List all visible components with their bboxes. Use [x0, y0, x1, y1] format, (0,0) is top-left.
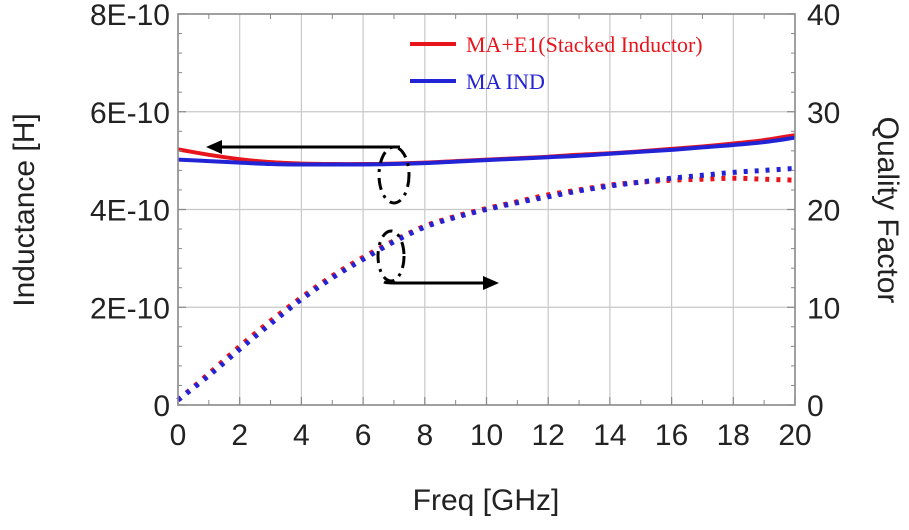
right-arrowhead	[483, 276, 499, 290]
y-left-tick-label: 4E-10	[90, 195, 170, 228]
x-tick-label: 6	[355, 419, 372, 452]
x-tick-label: 8	[416, 419, 433, 452]
x-tick-label: 18	[717, 419, 750, 452]
right-arrow-line	[383, 280, 487, 285]
x-tick-label: 4	[293, 419, 310, 452]
series-line-2	[177, 135, 796, 167]
y-right-tick-label: 0	[807, 390, 824, 423]
y-right-tick-label: 20	[807, 195, 840, 228]
y-right-tick-label: 30	[807, 97, 840, 130]
y-axis-title-left: Inductance [H]	[8, 113, 41, 306]
quality-grouping-ellipse	[376, 229, 406, 283]
series-line-4	[176, 165, 796, 403]
y-left-tick-label: 6E-10	[90, 97, 170, 130]
y-left-tick-label: 2E-10	[90, 292, 170, 325]
y-left-tick-label: 0	[153, 390, 170, 423]
legend: MA+E1(Stacked Inductor) MA IND	[410, 32, 703, 94]
y-right-tick-label: 10	[807, 292, 840, 325]
x-tick-label: 14	[593, 419, 626, 452]
annotations	[206, 140, 499, 290]
data-series	[176, 133, 796, 403]
x-tick-label: 20	[778, 419, 811, 452]
y-left-tick-label: 8E-10	[90, 0, 170, 32]
left-arrowhead	[206, 140, 222, 154]
x-tick-label: 10	[470, 419, 503, 452]
inductance-grouping-ellipse	[377, 145, 411, 205]
legend-label-series-2: MA IND	[466, 69, 545, 94]
x-tick-label: 2	[231, 419, 248, 452]
x-tick-label: 16	[655, 419, 688, 452]
y-axis-title-right: Quality Factor	[871, 117, 904, 304]
legend-label-series-1: MA+E1(Stacked Inductor)	[466, 32, 703, 57]
x-tick-label: 12	[532, 419, 565, 452]
y-right-tick-label: 40	[807, 0, 840, 32]
x-tick-label: 0	[170, 419, 187, 452]
x-axis-title: Freq [GHz]	[413, 484, 560, 517]
